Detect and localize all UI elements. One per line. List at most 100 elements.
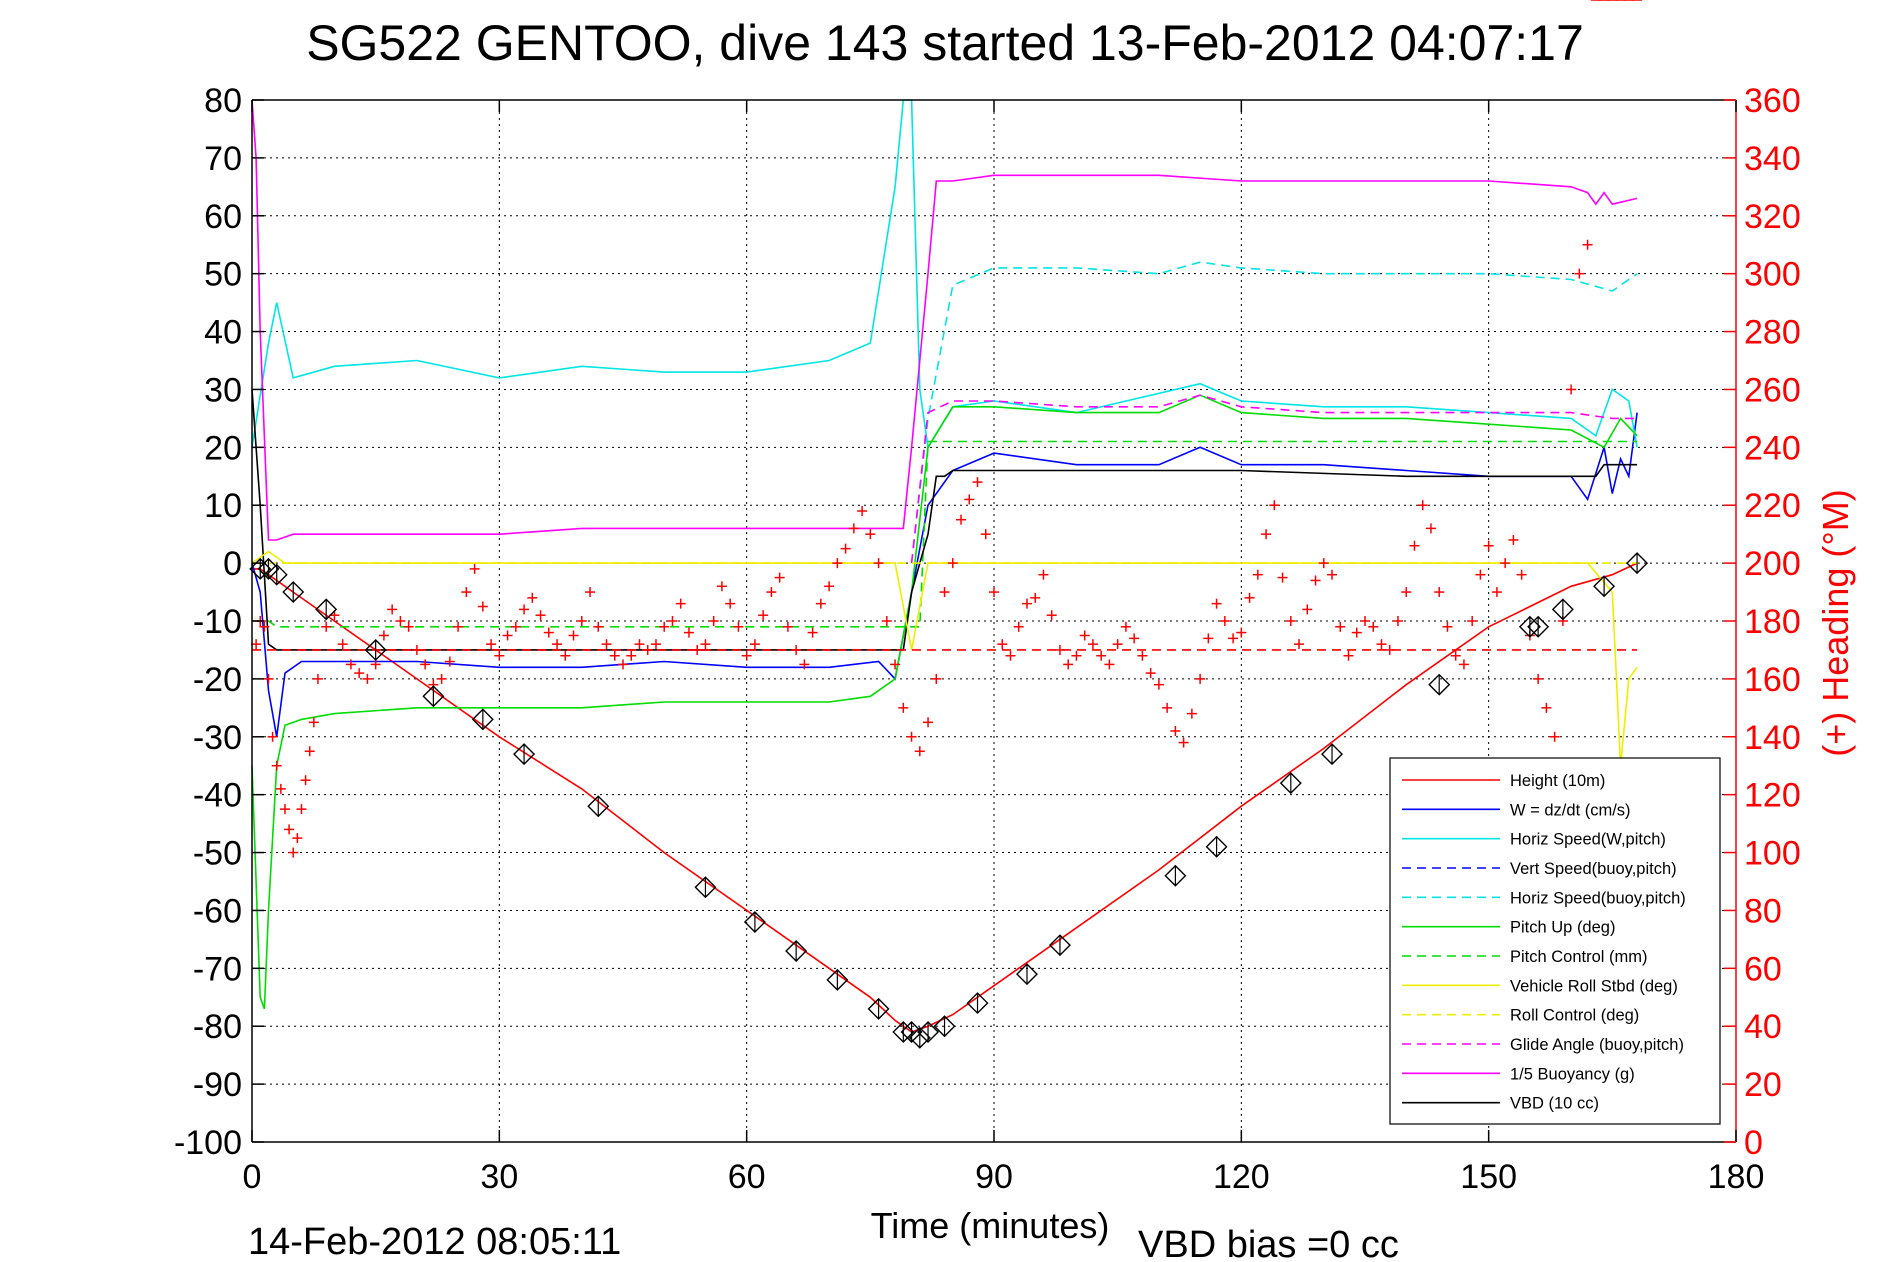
y-left-tick-label: 50 — [204, 256, 242, 294]
heading-point — [552, 639, 563, 650]
heading-point — [1054, 644, 1065, 655]
heading-point — [815, 598, 826, 609]
heading-point — [1351, 627, 1362, 638]
heading-point — [848, 523, 859, 534]
legend-item-w-dz-dt-cm-s: W = dz/dt (cm/s) — [1510, 801, 1631, 819]
heading-point — [857, 506, 868, 517]
heading-point — [1491, 587, 1502, 598]
heading-point — [716, 581, 727, 592]
heading-point — [510, 621, 521, 632]
depth-marker — [908, 1026, 931, 1049]
heading-point — [560, 650, 571, 661]
legend-item-vert-speed-buoy-pitch: Vert Speed(buoy,pitch) — [1510, 860, 1677, 878]
series-line-glide-angle-buoy-pitch — [910, 394, 1638, 564]
heading-point — [1392, 616, 1403, 626]
heading-point — [477, 601, 488, 612]
depth-marker — [933, 1015, 956, 1038]
heading-point — [1071, 650, 1082, 661]
heading-point — [931, 673, 942, 684]
markers-layer — [249, 0, 1649, 1049]
heading-point — [279, 804, 290, 815]
heading-point — [601, 639, 612, 650]
depth-marker — [892, 1021, 915, 1044]
y-left-tick-label: 60 — [204, 198, 242, 236]
y-right-tick-label: 120 — [1744, 777, 1801, 815]
depth-marker — [513, 743, 536, 766]
heading-point — [1425, 523, 1436, 534]
heading-point — [1038, 569, 1049, 580]
heading-point — [284, 824, 295, 835]
heading-point — [1178, 737, 1189, 748]
heading-point — [1236, 627, 1247, 638]
y-right-tick-label: 100 — [1744, 835, 1801, 873]
y-left-tick-label: -50 — [193, 835, 242, 873]
heading-point — [304, 746, 315, 757]
depth-marker — [785, 939, 808, 962]
depth-marker — [1593, 575, 1616, 598]
heading-point — [1582, 239, 1593, 250]
y-right-tick-label: 140 — [1744, 719, 1801, 757]
y-right-tick-label: 260 — [1744, 371, 1801, 409]
heading-point — [585, 587, 596, 598]
depth-marker — [1527, 615, 1550, 638]
heading-point — [1021, 598, 1032, 609]
heading-point — [461, 587, 472, 598]
y-right-tick-label: 320 — [1744, 198, 1801, 236]
heading-point — [1401, 587, 1412, 598]
heading-point — [1219, 616, 1230, 626]
y-right-tick-label: 240 — [1744, 429, 1801, 467]
chart-title: SG522 GENTOO, dive 143 started 13-Feb-20… — [306, 15, 1584, 71]
heading-point — [312, 673, 323, 684]
y-left-tick-label: -20 — [193, 661, 242, 699]
heading-point — [741, 650, 752, 661]
series-line-pitch-control-mm — [252, 440, 1638, 628]
heading-point — [1343, 650, 1354, 661]
x-tick-label: 180 — [1708, 1158, 1765, 1196]
heading-point — [799, 659, 810, 670]
heading-point — [411, 644, 422, 655]
heading-point — [914, 746, 925, 757]
depth-marker — [1015, 963, 1038, 986]
heading-point — [1129, 633, 1140, 644]
depth-marker — [471, 708, 494, 731]
heading-point — [1104, 659, 1115, 670]
depth-marker — [265, 563, 288, 586]
x-tick-label: 30 — [480, 1158, 518, 1196]
depth-marker — [1205, 835, 1228, 858]
y-right-tick-label: 340 — [1744, 140, 1801, 178]
y-right-tick-label: 200 — [1744, 545, 1801, 583]
heading-point — [989, 587, 999, 598]
series-line-horiz-speed-buoy-pitch — [910, 261, 1638, 564]
heading-point — [1302, 604, 1313, 615]
heading-point — [271, 760, 282, 771]
y-left-tick-label: -30 — [193, 719, 242, 757]
heading-point — [251, 639, 262, 650]
heading-point — [683, 627, 694, 638]
y-left-tick-label: -60 — [193, 892, 242, 930]
legend-item-horiz-speed-buoy-pitch: Horiz Speed(buoy,pitch) — [1510, 889, 1686, 907]
heading-point — [1574, 268, 1585, 279]
heading-point — [923, 717, 934, 728]
heading-point — [1549, 731, 1560, 742]
y-right-tick-label: 160 — [1744, 661, 1801, 699]
depth-marker — [867, 997, 890, 1020]
heading-point — [1508, 534, 1519, 545]
heading-point — [576, 616, 587, 626]
heading-point — [1137, 650, 1148, 661]
heading-point — [667, 616, 678, 626]
series-line-pitch-up-deg — [251, 394, 1638, 1010]
heading-point — [1368, 621, 1379, 632]
depth-marker — [1626, 552, 1649, 575]
heading-point — [1566, 384, 1577, 395]
heading-point — [486, 639, 497, 650]
legend-item-horiz-speed-w-pitch: Horiz Speed(W,pitch) — [1510, 831, 1666, 849]
heading-point — [403, 621, 414, 632]
heading-point — [898, 702, 909, 713]
heading-point — [791, 644, 802, 655]
heading-point — [321, 621, 332, 632]
x-tick-label: 60 — [728, 1158, 766, 1196]
footer-date: 14-Feb-2012 08:05:11 — [248, 1221, 621, 1262]
heading-point — [956, 514, 967, 525]
heading-point — [824, 581, 835, 592]
